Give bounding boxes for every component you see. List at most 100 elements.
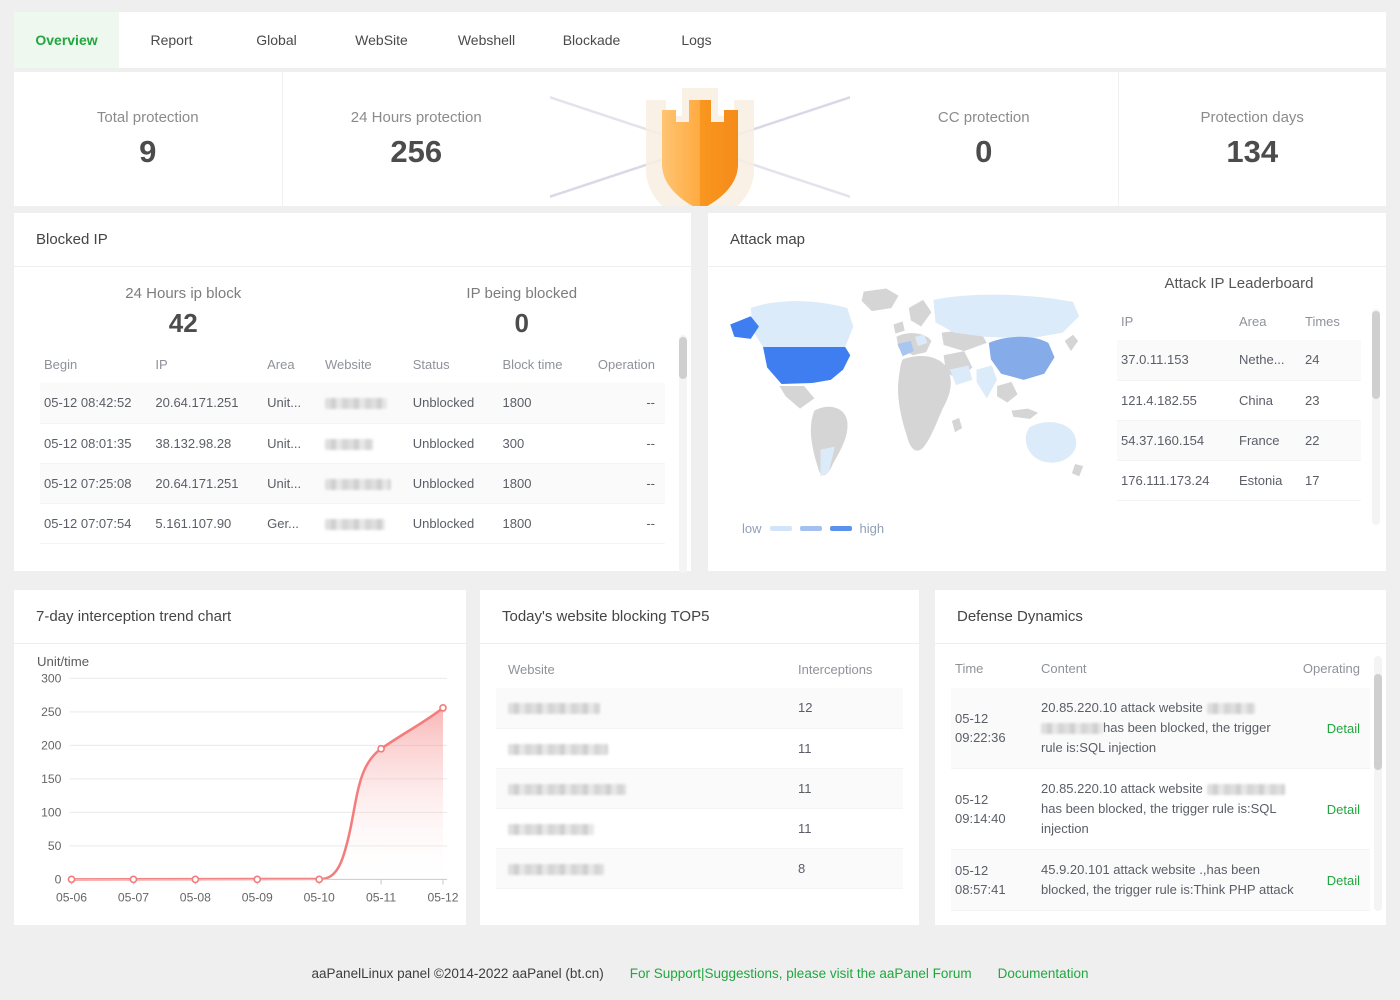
summary-label: 24 Hours ip block — [125, 285, 242, 302]
table-header-row: Website Interceptions — [496, 650, 903, 688]
world-map-svg — [730, 288, 1084, 477]
attack-map-panel: Attack map — [708, 213, 1386, 571]
shield-emblem — [550, 72, 850, 206]
cell-website-redacted — [496, 848, 786, 889]
scrollbar-thumb[interactable] — [1374, 674, 1382, 770]
y-axis-title: Unit/time — [37, 654, 89, 669]
cell-area: France — [1235, 420, 1301, 461]
y-tick: 250 — [41, 705, 62, 719]
x-tick: 05-10 — [304, 891, 335, 905]
redacted-website — [1206, 784, 1285, 796]
cell-interceptions: 12 — [786, 688, 903, 729]
cell-website-redacted — [496, 768, 786, 809]
map-legend: low high — [742, 521, 884, 536]
tab-report[interactable]: Report — [150, 32, 193, 48]
tab-website[interactable]: WebSite — [355, 32, 408, 48]
redacted-website — [508, 703, 600, 715]
tab-overview[interactable]: Overview — [14, 12, 119, 68]
cell-block-time: 300 — [498, 423, 594, 464]
cell-website-redacted — [320, 383, 409, 424]
table-row: 37.0.11.153 Nethe... 24 — [1117, 340, 1361, 381]
cell-interceptions: 11 — [786, 808, 903, 849]
scrollbar[interactable] — [679, 335, 687, 573]
table-row: 11 — [496, 728, 903, 769]
cell-time: 05-12 09:14:40 — [951, 768, 1037, 850]
table-row: 121.4.182.55 China 23 — [1117, 380, 1361, 421]
redacted-website — [324, 398, 387, 410]
y-tick: 150 — [41, 772, 62, 786]
redacted-website — [508, 783, 626, 795]
stat-protection-days: Protection days 134 — [1119, 72, 1387, 206]
leaderboard-ip-link[interactable]: 121.4.182.55 — [1117, 380, 1235, 421]
cell-begin: 05-12 08:01:35 — [40, 423, 152, 464]
leaderboard-title: Attack IP Leaderboard — [1164, 275, 1314, 292]
forum-link[interactable]: For Support|Suggestions, please visit th… — [629, 966, 972, 981]
scrollbar[interactable] — [1372, 309, 1380, 525]
detail-link[interactable]: Detail — [1326, 872, 1360, 888]
blocked-ip-table: Begin IP Area Website Status Block time … — [14, 345, 691, 544]
redacted-website — [508, 743, 608, 755]
blocked-ip-panel: Blocked IP 24 Hours ip block 42 IP being… — [14, 213, 691, 573]
panel-title: Attack map — [708, 213, 1386, 267]
documentation-link[interactable]: Documentation — [997, 966, 1089, 981]
tab-logs[interactable]: Logs — [681, 32, 712, 48]
detail-link[interactable]: Detail — [1326, 801, 1360, 817]
cell-begin: 05-12 08:42:52 — [40, 383, 152, 424]
col-operating: Operating — [1302, 660, 1360, 676]
col-ip: IP — [155, 356, 168, 372]
tab-global[interactable]: Global — [256, 32, 297, 48]
stat-24h-protection: 24 Hours protection 256 — [283, 72, 551, 206]
divider — [281, 72, 283, 206]
blocked-ip-summary: 24 Hours ip block 42 IP being blocked 0 — [14, 267, 691, 345]
cell-block-time: 1800 — [498, 463, 594, 504]
cell-times: 24 — [1301, 340, 1361, 381]
content-text: 45.9.20.101 attack website .,has been bl… — [1041, 862, 1294, 897]
table-row: 11 — [496, 808, 903, 849]
col-block-time: Block time — [502, 356, 563, 372]
scrollbar-thumb[interactable] — [1372, 311, 1380, 399]
page-footer: aaPanelLinux panel ©2014-2022 aaPanel (b… — [0, 966, 1400, 981]
tab-webshell[interactable]: Webshell — [457, 32, 516, 48]
table-row: 05-12 08:01:35 38.132.98.28 Unit... Unbl… — [40, 423, 665, 464]
stat-label: CC protection — [937, 108, 1030, 126]
leaderboard-ip-link[interactable]: 176.111.173.24 — [1117, 460, 1235, 501]
scrollbar-thumb[interactable] — [679, 337, 687, 379]
table-header-row: Begin IP Area Website Status Block time … — [40, 345, 665, 383]
table-header-row: Time Content Operating — [951, 648, 1370, 688]
copyright-text: aaPanelLinux panel ©2014-2022 aaPanel (b… — [311, 966, 604, 981]
leaderboard-ip-link[interactable]: 37.0.11.153 — [1117, 340, 1235, 381]
col-area: Area — [267, 356, 295, 372]
protection-stats-bar: Total protection 9 24 Hours protection 2… — [14, 72, 1386, 206]
world-map — [722, 285, 1112, 485]
cell-begin: 05-12 07:25:08 — [40, 463, 152, 504]
cell-website-redacted — [496, 808, 786, 849]
cell-times: 23 — [1301, 380, 1361, 421]
stat-cc-protection: CC protection 0 — [850, 72, 1118, 206]
summary-value: 0 — [514, 308, 529, 338]
table-row: 11 — [496, 768, 903, 809]
cell-operation: -- — [593, 503, 665, 544]
detail-link[interactable]: Detail — [1326, 720, 1360, 736]
panel-title: Blocked IP — [14, 213, 691, 267]
scrollbar[interactable] — [1374, 656, 1382, 911]
table-row: 8 — [496, 848, 903, 889]
legend-high-label: high — [859, 521, 885, 536]
table-row: 05-12 08:42:52 20.64.171.251 Unit... Unb… — [40, 383, 665, 424]
time-clock: 09:22:36 — [955, 730, 1006, 745]
col-time: Time — [955, 660, 984, 676]
trend-chart: Unit/time 0 50 100 150 200 25 — [14, 644, 466, 927]
table-row: 54.37.160.154 France 22 — [1117, 420, 1361, 461]
legend-swatch-low — [769, 526, 792, 531]
cell-interceptions: 11 — [786, 728, 903, 769]
legend-swatch-high — [829, 526, 852, 531]
leaderboard-ip-link[interactable]: 54.37.160.154 — [1117, 420, 1235, 461]
cell-status: Unblocked — [408, 503, 499, 544]
redacted-website — [1041, 723, 1103, 735]
col-ip: IP — [1121, 313, 1134, 329]
summary-label: IP being blocked — [466, 285, 578, 302]
y-tick: 300 — [41, 671, 62, 685]
cell-area: Unit... — [263, 383, 321, 424]
summary-ip-being-blocked: IP being blocked 0 — [353, 285, 692, 339]
tab-blockade[interactable]: Blockade — [562, 32, 621, 48]
